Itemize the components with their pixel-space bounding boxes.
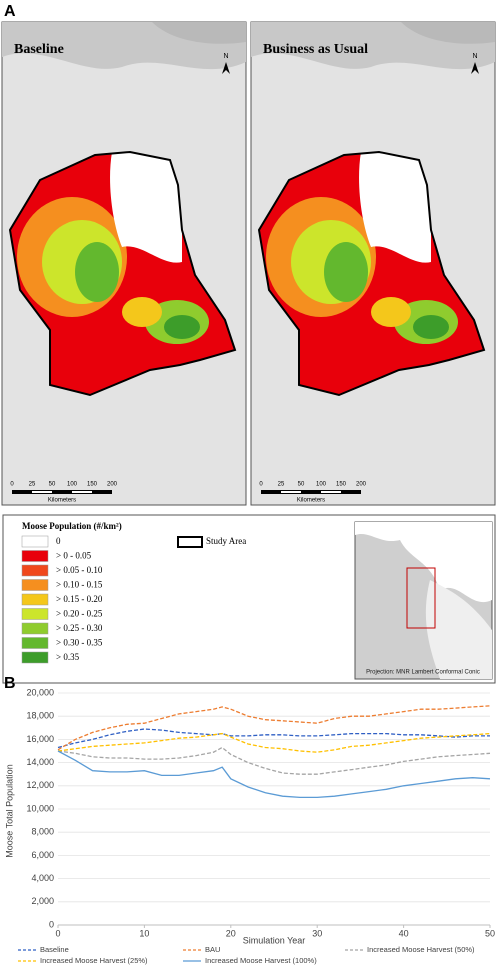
legend-swatch [21,593,49,606]
panel-label: B [4,675,16,692]
legend-swatch [21,637,49,649]
scale-label: 0 [10,482,14,488]
y-tick-label: 18,000 [26,711,54,721]
x-tick-label: 30 [312,928,322,938]
scale-label: 150 [87,482,98,488]
scale-label: 25 [278,482,285,488]
north-label: N [223,53,228,60]
x-tick-label: 40 [399,928,409,938]
study-area-swatch [177,536,203,548]
map-title: Business as Usual [263,42,368,57]
scale-unit: Kilometers [297,498,325,504]
legend-swatch [21,535,49,548]
y-tick-label: 6,000 [31,850,54,860]
scale-label: 0 [259,482,263,488]
series-line [57,732,491,753]
legend-label: > 0.20 - 0.25 [56,609,103,619]
scale-label: 150 [336,482,347,488]
y-tick-label: 4,000 [31,873,54,883]
x-tick-label: 0 [55,928,60,938]
scale-label: 100 [316,482,327,488]
y-tick-label: 10,000 [26,803,54,813]
y-tick-label: 12,000 [26,780,54,790]
legend: 0 > 0 - 0.05 > 0.05 - 0.10 > 0.10 - 0.15 > 0… [21,535,103,664]
series-line [57,728,490,749]
scale-label: 200 [356,482,367,488]
scale-unit: Kilometers [48,498,76,504]
x-tick-label: 10 [139,928,149,938]
y-tick-label: 14,000 [26,757,54,767]
legend-label: > 0.30 - 0.35 [56,638,103,648]
legend-swatch [21,622,49,635]
legend-label: > 0 - 0.05 [56,551,92,561]
legend-label: > 0.10 - 0.15 [56,580,103,590]
scale-label: 100 [67,482,78,488]
legend-swatch [21,579,49,591]
legend-title: Moose Population (#/km²) [22,521,122,531]
line-chart: 0 2,000 4,000 6,000 8,000 10,000 12,000 14,000 1… [18,687,495,965]
scale-label: 25 [29,482,36,488]
legend-label: > 0.35 [56,652,80,662]
legend-label: 0 [56,536,61,546]
y-tick-label: 16,000 [26,734,54,744]
x-tick-label: 50 [485,928,495,938]
legend-swatch [21,564,49,577]
y-tick-label: 2,000 [31,896,54,906]
panel-label: A [4,3,16,20]
scale-label: 50 [298,482,305,488]
legend-label: Increased Moose Harvest (25%) [40,956,148,965]
legend-swatch [21,651,49,664]
legend-label: Increased Moose Harvest (100%) [205,956,317,965]
x-tick-label: 20 [226,928,236,938]
legend-swatch [21,550,49,562]
legend-label: Baseline [40,945,69,954]
scale-label: 50 [49,482,56,488]
map-panel: Baseline N 0 25 50 100 150 200 Kilometers [2,22,246,505]
x-axis-title: Simulation Year [243,935,306,945]
map-panel: Business as Usual N 0 25 50 100 150 200 Kilomete… [251,22,495,505]
legend-label: > 0.05 - 0.10 [56,565,103,575]
legend-label: > 0.15 - 0.20 [56,594,103,604]
y-tick-label: 8,000 [31,827,54,837]
inset-map [354,521,493,680]
map-image [251,22,495,505]
legend-label: > 0.25 - 0.30 [56,623,103,633]
y-axis-title: Moose Total Population [4,764,14,857]
map-image [2,22,246,505]
map-panels: Baseline N0 25 50 100 150 200KilometersBusines… [2,22,495,505]
series-line [57,705,491,751]
legend-label: Increased Moose Harvest (50%) [367,945,475,954]
projection-note: Projection: MNR Lambert Conformal Conic [366,670,480,676]
y-tick-label: 20,000 [26,687,54,697]
series-line [57,746,491,775]
legend-swatch [21,608,49,620]
north-label: N [472,53,477,60]
y-tick-label: 0 [49,919,54,929]
study-area-label: Study Area [206,536,246,546]
legend-label: BAU [205,945,220,954]
scale-label: 200 [107,482,118,488]
map-title: Baseline [14,42,64,57]
series-line [57,750,491,799]
